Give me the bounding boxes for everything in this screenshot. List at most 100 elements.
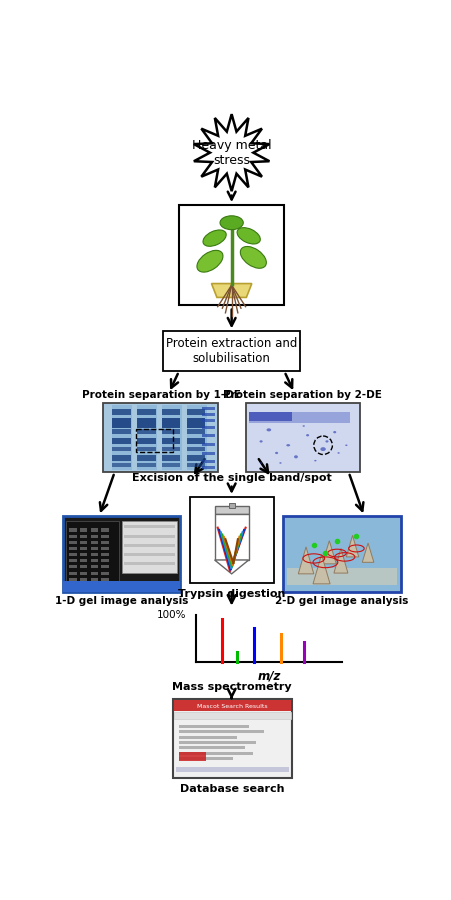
Bar [186, 429, 205, 435]
Bar [101, 578, 109, 581]
Ellipse shape [259, 463, 262, 464]
Text: Protein extraction and
solubilisation: Protein extraction and solubilisation [166, 338, 297, 365]
Bar [161, 418, 180, 427]
Bar [161, 446, 180, 452]
Bar [186, 410, 205, 415]
Text: m/z: m/z [257, 670, 280, 683]
Ellipse shape [237, 228, 260, 244]
Bar [124, 562, 174, 565]
Bar [90, 541, 98, 544]
Bar [112, 463, 131, 467]
Ellipse shape [294, 455, 297, 458]
Bar [69, 528, 77, 532]
Text: 1-D gel image analysis: 1-D gel image analysis [55, 596, 188, 606]
Text: Trypsin digestion: Trypsin digestion [178, 589, 285, 598]
Bar [101, 565, 109, 569]
Polygon shape [211, 284, 251, 297]
Bar [101, 535, 109, 537]
Bar [69, 578, 77, 581]
Bar [124, 554, 174, 556]
Bar [137, 437, 155, 445]
Bar [179, 741, 256, 744]
Bar [135, 429, 172, 452]
Bar [79, 559, 87, 562]
Polygon shape [361, 543, 373, 562]
Text: Database search: Database search [180, 784, 284, 794]
Text: Mascot Search Results: Mascot Search Results [197, 704, 267, 709]
Bar [137, 463, 155, 467]
Bar [101, 554, 109, 556]
Bar [63, 516, 180, 591]
Bar [161, 410, 180, 415]
Bar [137, 455, 155, 462]
Bar [179, 730, 264, 734]
Bar [112, 429, 131, 435]
Bar [202, 413, 214, 416]
Ellipse shape [202, 230, 226, 247]
Bar [245, 403, 359, 472]
Polygon shape [193, 114, 269, 191]
Bar [137, 429, 155, 435]
Bar [186, 405, 207, 470]
Ellipse shape [305, 434, 308, 436]
Bar [124, 535, 174, 537]
Bar [101, 528, 109, 532]
Ellipse shape [313, 460, 316, 462]
Bar [202, 407, 214, 410]
Bar [163, 331, 299, 372]
Bar [101, 572, 109, 574]
Bar [101, 547, 109, 550]
Bar [112, 418, 131, 427]
Bar [79, 554, 87, 556]
Bar [112, 405, 132, 470]
Bar [137, 405, 157, 470]
Text: Excision of the single band/spot: Excision of the single band/spot [132, 472, 331, 482]
Bar [286, 569, 396, 585]
Ellipse shape [259, 440, 262, 443]
Bar [112, 410, 131, 415]
Bar [69, 572, 77, 574]
Bar [79, 578, 87, 581]
Bar [69, 565, 77, 569]
Bar [202, 466, 214, 469]
Ellipse shape [266, 428, 271, 431]
Bar [69, 554, 77, 556]
Bar [179, 205, 284, 305]
Bar [63, 580, 180, 591]
Bar [161, 429, 180, 435]
Bar [79, 565, 87, 569]
Bar [202, 460, 214, 463]
Bar [137, 446, 155, 452]
Ellipse shape [197, 250, 222, 272]
Text: 100%: 100% [157, 609, 186, 620]
Ellipse shape [320, 447, 325, 451]
Text: 2-D gel image analysis: 2-D gel image analysis [274, 596, 408, 606]
Bar [282, 516, 400, 591]
Bar [90, 554, 98, 556]
Bar [179, 746, 244, 750]
Bar [186, 418, 205, 427]
Bar [202, 452, 214, 455]
Polygon shape [322, 541, 336, 563]
Bar [90, 535, 98, 537]
Bar [175, 767, 288, 771]
Bar [161, 463, 180, 467]
Bar [249, 412, 350, 423]
Bar [69, 547, 77, 550]
Bar [161, 455, 180, 462]
Bar [79, 535, 87, 537]
Text: Protein separation by 2-DE: Protein separation by 2-DE [222, 391, 381, 401]
Ellipse shape [279, 463, 281, 464]
Bar [90, 578, 98, 581]
Bar [90, 565, 98, 569]
Text: Heavy metal
stress: Heavy metal stress [191, 139, 271, 166]
Bar [79, 572, 87, 574]
Polygon shape [333, 548, 347, 573]
Bar [214, 506, 248, 514]
Ellipse shape [220, 216, 243, 230]
Bar [69, 559, 77, 562]
Bar [173, 700, 291, 711]
Bar [202, 443, 214, 446]
Bar [228, 503, 234, 508]
Bar [179, 724, 248, 728]
